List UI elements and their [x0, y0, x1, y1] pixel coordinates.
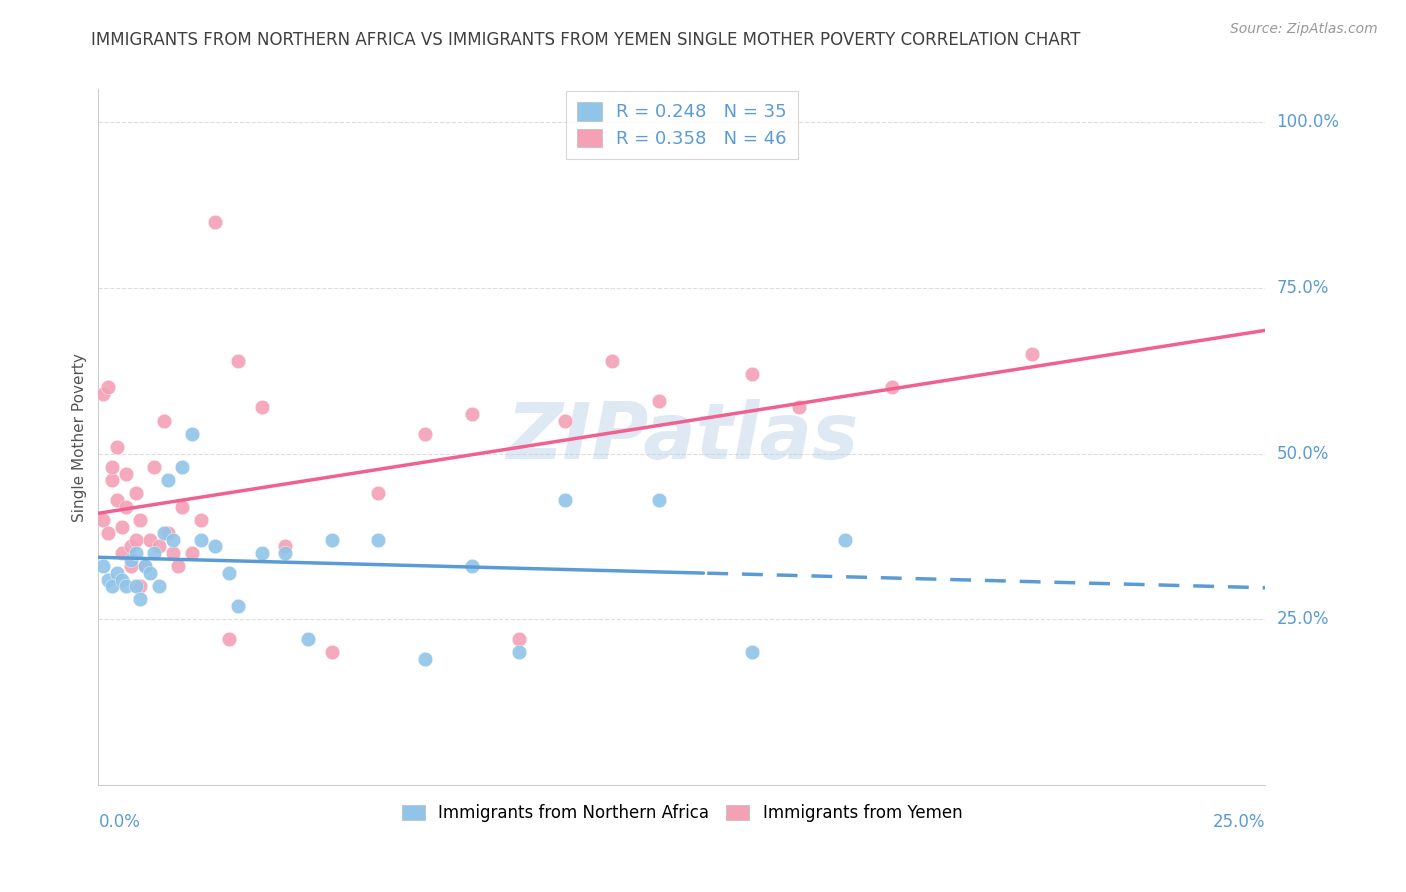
Text: 25.0%: 25.0%	[1213, 813, 1265, 830]
Point	[461, 407, 484, 421]
Point	[554, 413, 576, 427]
Point	[111, 546, 134, 560]
Point	[105, 440, 128, 454]
Point	[787, 401, 810, 415]
Point	[91, 513, 114, 527]
Point	[190, 513, 212, 527]
Point	[129, 579, 152, 593]
Point	[180, 426, 202, 441]
Point	[508, 632, 530, 647]
Point	[91, 559, 114, 574]
Point	[228, 599, 250, 613]
Point	[834, 533, 856, 547]
Point	[125, 533, 148, 547]
Point	[274, 540, 297, 554]
Point	[600, 354, 623, 368]
Point	[105, 566, 128, 580]
Point	[554, 493, 576, 508]
Point	[157, 473, 180, 487]
Point	[120, 552, 142, 566]
Point	[125, 486, 148, 500]
Point	[148, 579, 170, 593]
Point	[190, 533, 212, 547]
Point	[647, 393, 669, 408]
Point	[101, 579, 124, 593]
Point	[97, 526, 120, 541]
Point	[741, 645, 763, 659]
Point	[172, 500, 194, 514]
Point	[134, 559, 156, 574]
Point	[152, 413, 174, 427]
Point	[647, 493, 669, 508]
Point	[218, 632, 240, 647]
Point	[111, 519, 134, 533]
Point	[162, 533, 184, 547]
Point	[228, 354, 250, 368]
Point	[105, 493, 128, 508]
Point	[172, 459, 194, 474]
Point	[97, 573, 120, 587]
Point	[129, 513, 152, 527]
Point	[461, 559, 484, 574]
Point	[321, 533, 343, 547]
Point	[143, 546, 166, 560]
Text: IMMIGRANTS FROM NORTHERN AFRICA VS IMMIGRANTS FROM YEMEN SINGLE MOTHER POVERTY C: IMMIGRANTS FROM NORTHERN AFRICA VS IMMIG…	[91, 31, 1081, 49]
Text: 25.0%: 25.0%	[1277, 610, 1329, 628]
Point	[111, 573, 134, 587]
Point	[367, 533, 389, 547]
Point	[97, 380, 120, 394]
Legend: R = 0.248   N = 35, R = 0.358   N = 46: R = 0.248 N = 35, R = 0.358 N = 46	[565, 91, 799, 159]
Point	[218, 566, 240, 580]
Point	[120, 540, 142, 554]
Text: 50.0%: 50.0%	[1277, 444, 1329, 463]
Point	[321, 645, 343, 659]
Point	[297, 632, 319, 647]
Point	[508, 645, 530, 659]
Point	[162, 546, 184, 560]
Text: 100.0%: 100.0%	[1277, 113, 1340, 131]
Point	[250, 401, 273, 415]
Point	[148, 540, 170, 554]
Point	[101, 473, 124, 487]
Point	[115, 467, 138, 481]
Point	[1021, 347, 1043, 361]
Point	[367, 486, 389, 500]
Y-axis label: Single Mother Poverty: Single Mother Poverty	[72, 352, 87, 522]
Point	[120, 559, 142, 574]
Point	[741, 367, 763, 381]
Point	[143, 459, 166, 474]
Text: 75.0%: 75.0%	[1277, 279, 1329, 297]
Text: 0.0%: 0.0%	[98, 813, 141, 830]
Point	[157, 526, 180, 541]
Text: ZIPatlas: ZIPatlas	[506, 399, 858, 475]
Text: Source: ZipAtlas.com: Source: ZipAtlas.com	[1230, 22, 1378, 37]
Point	[115, 500, 138, 514]
Point	[413, 652, 436, 666]
Point	[139, 566, 162, 580]
Point	[152, 526, 174, 541]
Point	[413, 426, 436, 441]
Point	[129, 592, 152, 607]
Point	[139, 533, 162, 547]
Point	[115, 579, 138, 593]
Point	[880, 380, 903, 394]
Point	[134, 559, 156, 574]
Point	[204, 540, 226, 554]
Point	[91, 387, 114, 401]
Point	[166, 559, 188, 574]
Point	[180, 546, 202, 560]
Point	[274, 546, 297, 560]
Point	[125, 579, 148, 593]
Point	[204, 215, 226, 229]
Point	[125, 546, 148, 560]
Point	[101, 459, 124, 474]
Point	[250, 546, 273, 560]
